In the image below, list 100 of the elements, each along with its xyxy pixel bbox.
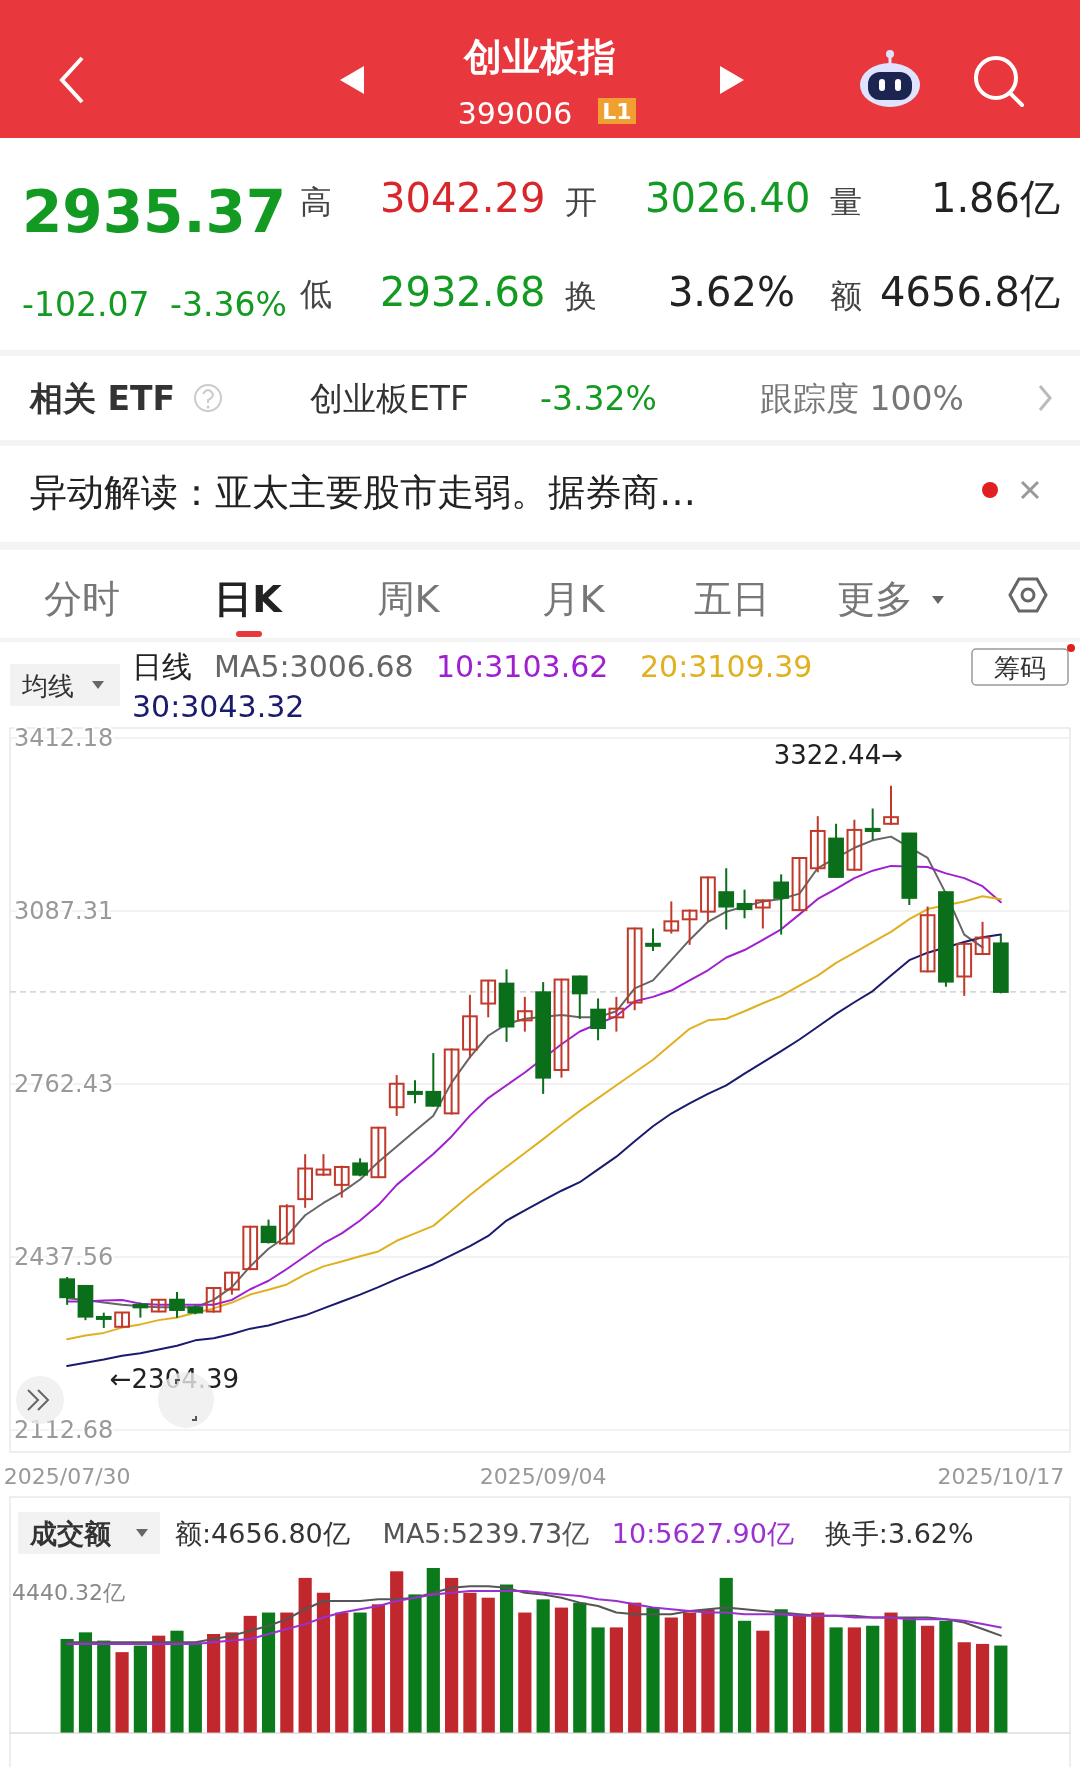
text: 3042.29 <box>380 175 546 221</box>
bar <box>481 1597 495 1733</box>
candlestick <box>571 974 588 1020</box>
text: MA5:3006.68 <box>214 649 414 684</box>
bar <box>536 1599 550 1733</box>
text: 换手:3.62% <box>824 1518 974 1549</box>
bar <box>152 1635 166 1733</box>
candlestick <box>242 1224 259 1272</box>
candlestick <box>169 1291 185 1319</box>
candlestick <box>516 995 533 1033</box>
candlestick <box>864 807 881 842</box>
annotation: ←2304.39 <box>109 1363 240 1394</box>
bar <box>573 1602 587 1733</box>
bar <box>518 1612 532 1733</box>
text: 换 <box>565 277 597 315</box>
text: 10:3103.62 <box>436 649 609 684</box>
candlestick <box>224 1270 240 1296</box>
candlestick <box>883 784 899 826</box>
bar <box>463 1592 477 1733</box>
candlestick <box>462 993 478 1060</box>
bar <box>975 1643 990 1733</box>
text: 创业板ETF <box>310 379 469 418</box>
bar <box>884 1612 898 1733</box>
text: 4656.8亿 <box>880 269 1060 315</box>
bar <box>60 1638 74 1733</box>
text: 分时 <box>44 577 120 621</box>
candlestick <box>754 898 771 930</box>
candlestick <box>645 927 661 952</box>
candlestick <box>388 1074 405 1117</box>
bar <box>866 1625 880 1733</box>
y-tick-label: 2112.68 <box>14 1416 114 1444</box>
candlestick <box>626 926 643 1012</box>
y-tick-label: 2762.43 <box>14 1070 114 1098</box>
bar <box>646 1607 660 1733</box>
candlestick <box>919 905 936 974</box>
bar <box>902 1617 916 1733</box>
bar <box>664 1617 678 1733</box>
text: 1.86亿 <box>930 175 1060 221</box>
text: 399006 <box>457 96 573 131</box>
bar <box>719 1577 733 1733</box>
bar <box>280 1612 294 1733</box>
text: 30:3043.32 <box>132 689 305 724</box>
bar <box>225 1632 239 1733</box>
bar <box>298 1577 312 1733</box>
bar <box>316 1592 331 1733</box>
bar <box>829 1627 843 1733</box>
bar <box>426 1568 440 1733</box>
series-label: MA5:5239.73亿 <box>382 1518 590 1549</box>
bar <box>554 1607 569 1733</box>
bar <box>683 1612 697 1733</box>
text: 2932.68 <box>380 269 546 315</box>
text: 月K <box>541 577 606 621</box>
bar <box>756 1630 770 1733</box>
candlestick <box>736 888 753 920</box>
candlestick <box>608 995 625 1033</box>
candlestick <box>333 1164 350 1199</box>
text: -3.32% <box>540 379 657 418</box>
candlestick <box>59 1276 76 1306</box>
candlestick <box>809 815 826 874</box>
x-tick-label: 2025/10/17 <box>937 1464 1065 1489</box>
candlestick <box>718 867 735 931</box>
bar <box>921 1625 935 1733</box>
candlestick <box>205 1286 222 1314</box>
legend-title: 日线 <box>132 649 192 684</box>
text: 五日 <box>694 577 770 621</box>
y-tick-label: 2437.56 <box>14 1243 114 1271</box>
candlestick <box>974 920 991 956</box>
text: -3.36% <box>170 285 287 324</box>
text: 2935.37 <box>22 178 287 246</box>
bar <box>261 1612 276 1733</box>
candlestick <box>590 997 606 1042</box>
y-tick-label: 3412.18 <box>14 724 114 752</box>
bar <box>811 1612 825 1733</box>
bar <box>335 1612 349 1733</box>
bar <box>847 1627 861 1733</box>
candlestick <box>370 1125 387 1179</box>
text: 3026.40 <box>645 175 811 221</box>
text: 量 <box>830 183 862 221</box>
bar <box>499 1584 514 1733</box>
candlestick <box>846 818 863 872</box>
candlestick <box>773 873 790 936</box>
bar <box>371 1604 385 1733</box>
annotation: 3322.44→ <box>773 739 903 770</box>
bar <box>994 1645 1008 1733</box>
x-tick-label: 2025/09/04 <box>479 1464 607 1489</box>
bar <box>390 1571 404 1733</box>
text: 更多 <box>837 577 913 621</box>
bar <box>188 1642 202 1733</box>
bar <box>628 1602 642 1733</box>
candlestick <box>407 1079 423 1105</box>
text: 3.62% <box>667 269 795 315</box>
bar <box>243 1615 257 1733</box>
bar <box>591 1627 605 1733</box>
text: 额 <box>830 277 862 315</box>
annotation: 4440.32亿 <box>12 1580 125 1605</box>
candlestick <box>443 1047 460 1116</box>
text: 相关 ETF <box>29 379 176 418</box>
candlestick <box>425 1052 442 1108</box>
text: 创业板指 <box>463 35 616 79</box>
bar <box>445 1577 459 1733</box>
